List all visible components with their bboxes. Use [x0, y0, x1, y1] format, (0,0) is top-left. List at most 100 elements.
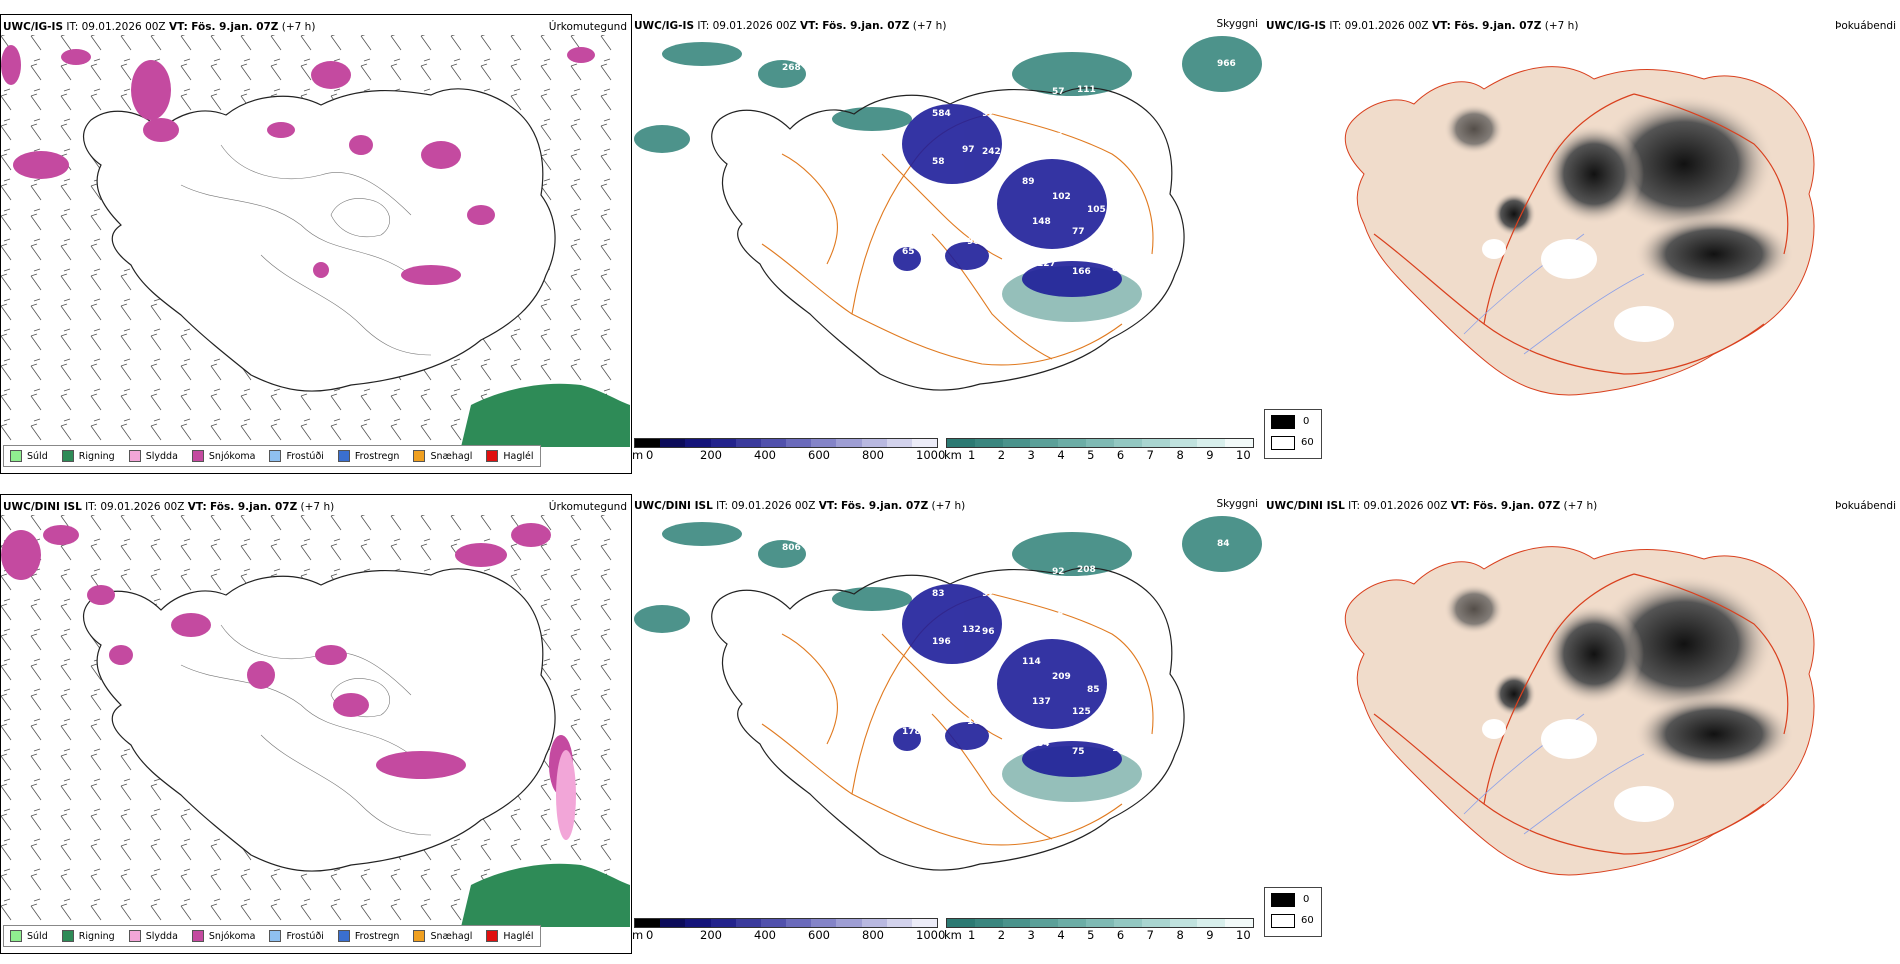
snow-area — [171, 613, 211, 637]
wind-barb — [270, 898, 282, 921]
wind-barb — [510, 328, 522, 351]
visibility-unit: km — [944, 448, 962, 462]
cloud-base-label: 180 — [992, 744, 1011, 754]
it-label: IT: — [697, 20, 710, 32]
visibility-panel: UWC/IG-IS IT: 09.01.2026 00Z VT: Fös. 9.… — [632, 14, 1264, 474]
visibility-tick: 4 — [1057, 448, 1065, 462]
wind-barb — [570, 598, 582, 621]
wind-barb — [30, 268, 42, 291]
cloud-base-tick: 200 — [700, 448, 722, 462]
wind-barb — [150, 868, 162, 891]
legend-label: Haglél — [503, 450, 534, 462]
wind-barb — [600, 808, 612, 831]
snow-area — [333, 693, 369, 717]
wind-barb — [300, 538, 312, 561]
wind-barb — [30, 238, 42, 261]
model-name: UWC/IG-IS — [1266, 20, 1327, 32]
legend-item: Snjókoma — [191, 930, 256, 942]
wind-barb — [30, 628, 42, 651]
legend-item: Slydda — [128, 450, 178, 462]
lead-time: (+7 h) — [1544, 20, 1579, 32]
wind-barb — [180, 418, 192, 441]
wind-barb — [120, 538, 132, 561]
wind-barb — [600, 688, 612, 711]
wind-barb — [570, 628, 582, 651]
wind-barb — [1, 88, 12, 111]
wind-barb — [210, 358, 222, 381]
cloud-base-labels: 924 268 57 111 79 584 92 26 96 97 58 242 89 102 103 148… — [772, 57, 1236, 277]
legend-label: Snjókoma — [208, 930, 256, 942]
cloud-base-tick: 800 — [862, 928, 884, 942]
wind-barb — [570, 718, 582, 741]
wind-barb — [150, 358, 162, 381]
cloud-base-label: 97 — [962, 145, 975, 155]
legend-label: Rigning — [78, 930, 115, 942]
wind-barb — [150, 808, 162, 831]
wind-barb — [570, 568, 582, 591]
cloud-base-label: 92 — [1052, 567, 1065, 577]
wind-barb — [300, 35, 312, 51]
glaciers — [1482, 719, 1674, 822]
legend-item: Snæhagl — [413, 450, 472, 462]
legend-item: Frostregn — [337, 450, 399, 462]
legend-label: Slydda — [145, 930, 178, 942]
legend-swatch — [10, 930, 22, 942]
rain-area — [461, 383, 630, 447]
wind-barb — [1, 418, 12, 441]
visibility-tick: 3 — [1027, 928, 1035, 942]
cloud-base-tick: 0 — [646, 448, 654, 462]
iceland-coastline — [83, 568, 556, 872]
legend-swatch — [128, 930, 141, 942]
wind-barb — [1, 658, 12, 681]
wind-barb — [30, 808, 42, 831]
cloud-base-unit: m — [632, 928, 644, 942]
wind-barb — [90, 838, 102, 861]
wind-barb — [330, 388, 342, 411]
wind-barb — [570, 328, 582, 351]
wind-barb — [1, 118, 12, 141]
visibility-colorbar — [946, 438, 1254, 448]
legend-swatch — [337, 930, 350, 942]
panel-header: UWC/DINI ISL IT: 09.01.2026 00Z VT: Fös.… — [3, 501, 334, 513]
panel-header: UWC/IG-IS IT: 09.01.2026 00Z VT: Fös. 9.… — [634, 20, 946, 32]
legend-item: Rigning — [61, 450, 115, 462]
wind-barb — [90, 778, 102, 801]
iceland-coastline — [711, 87, 1185, 391]
visibility-tick: 2 — [997, 928, 1006, 942]
wind-barb — [30, 118, 42, 141]
wind-barb — [540, 148, 552, 171]
cloud-base-label: 84 — [1217, 539, 1230, 549]
wind-barb — [60, 118, 72, 141]
legend-swatch — [61, 930, 74, 942]
wind-barb — [150, 298, 162, 321]
wind-barb — [1, 268, 12, 291]
wind-barb — [90, 808, 102, 831]
legend-label: Snæhagl — [430, 930, 473, 942]
wind-barb — [1, 515, 12, 531]
vt-label: VT: — [168, 21, 188, 33]
legend-item: Frostúði — [269, 450, 324, 462]
precip-type-panel: UWC/IG-IS IT: 09.01.2026 00Z VT: Fös. 9.… — [0, 14, 632, 474]
wind-barb — [30, 748, 42, 771]
wind-barb — [360, 58, 372, 81]
wind-barb — [390, 388, 402, 411]
legend-item: Haglél — [486, 450, 534, 462]
wind-barb — [570, 238, 582, 261]
visibility-panel: UWC/DINI ISL IT: 09.01.2026 00Z VT: Fös.… — [632, 494, 1264, 954]
legend-swatch — [191, 930, 204, 942]
wind-barb — [600, 568, 612, 591]
wind-barb — [180, 538, 192, 561]
wind-barb — [90, 88, 102, 111]
wind-barb — [30, 778, 42, 801]
wind-barb — [30, 178, 42, 201]
legend-swatch — [486, 450, 499, 462]
wind-barb — [150, 35, 162, 51]
panel-title-fog: Þokuábendi — [1835, 20, 1896, 32]
lead-time: (+7 h) — [281, 21, 316, 33]
wind-barb — [570, 178, 582, 201]
cloud-base-label: 92 — [982, 109, 995, 119]
wind-barb — [480, 515, 492, 531]
wind-barb — [570, 658, 582, 681]
wind-barb — [1, 778, 12, 801]
cloud-base-label: 926 — [1202, 97, 1221, 107]
